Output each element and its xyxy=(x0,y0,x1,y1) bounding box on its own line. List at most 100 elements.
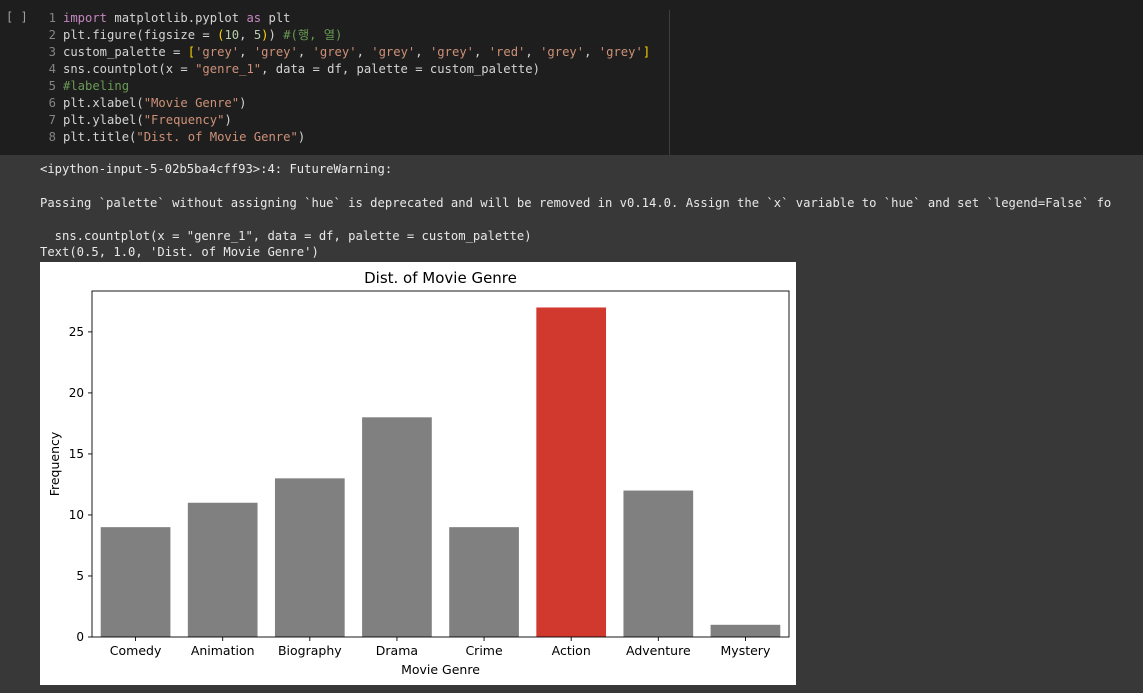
code-token: sns.countplot(x = xyxy=(63,62,196,76)
x-tick-label: Comedy xyxy=(110,643,162,658)
code-line: 8 plt.title("Dist. of Movie Genre") xyxy=(0,129,670,146)
code-token: #labeling xyxy=(63,79,130,93)
code-token: 'grey' xyxy=(253,45,298,59)
code-token: #(행, 열) xyxy=(283,28,343,42)
code-token: , xyxy=(525,45,541,59)
x-tick-label: Animation xyxy=(191,643,255,658)
bar-crime xyxy=(449,527,519,637)
y-tick-label: 20 xyxy=(69,386,84,400)
code-token: , xyxy=(584,45,599,59)
code-token: 'grey' xyxy=(598,45,643,59)
code-token: , xyxy=(297,45,313,59)
y-tick-label: 5 xyxy=(76,569,84,583)
warning-code: sns.countplot(x = "genre_1", data = df, … xyxy=(40,229,532,243)
code-token: "Frequency" xyxy=(143,113,225,127)
x-tick-label: Action xyxy=(552,643,591,658)
code-token: ) xyxy=(268,28,284,42)
code-token: 'grey' xyxy=(540,45,585,59)
code-token: 'grey' xyxy=(312,45,357,59)
x-tick-label: Crime xyxy=(465,643,503,658)
code-cell[interactable]: [ ] 1 import matplotlib.pyplot as plt 2 plt… xyxy=(0,0,1143,155)
text-repr: Text(0.5, 1.0, 'Dist. of Movie Genre') xyxy=(40,245,319,259)
code-token: [ xyxy=(187,45,196,59)
code-token: , xyxy=(474,45,489,59)
code-token: "genre_1" xyxy=(195,62,262,76)
line-number: 8 xyxy=(48,130,56,144)
code-line: 5 #labeling xyxy=(0,78,670,95)
code-text: custom_palette = ['grey', 'grey', 'grey'… xyxy=(63,44,650,61)
code-token: ) xyxy=(297,130,306,144)
code-token: "Movie Genre" xyxy=(143,96,240,110)
code-token: ) xyxy=(224,113,232,127)
y-tick-label: 10 xyxy=(69,508,84,522)
code-token: , data = df, palette = custom_palette) xyxy=(261,62,540,76)
code-token: plt.ylabel( xyxy=(63,113,144,127)
code-token: matplotlib.pyplot xyxy=(107,11,247,25)
y-axis-label: Frequency xyxy=(47,431,62,496)
warning-body: Passing `palette` without assigning `hue… xyxy=(40,196,1112,210)
code-token: , xyxy=(239,28,254,42)
bar-comedy xyxy=(100,527,171,637)
code-line: 4 sns.countplot(x = "genre_1", data = df,… xyxy=(0,61,670,78)
y-tick-label: 15 xyxy=(69,447,84,461)
code-token: 10 xyxy=(224,28,240,42)
code-token: plt.figure(figsize = xyxy=(63,28,218,42)
run-indicator[interactable]: [ ] xyxy=(6,10,28,24)
code-token: 'grey' xyxy=(195,45,240,59)
code-text: plt.figure(figsize = (10, 5)) #(행, 열) xyxy=(63,27,342,44)
bar-animation xyxy=(187,502,258,637)
y-tick-label: 25 xyxy=(69,325,84,339)
code-token: ) xyxy=(261,28,269,42)
code-token: custom_palette = xyxy=(63,45,188,59)
code-editor[interactable]: 1 import matplotlib.pyplot as plt 2 plt.fig… xyxy=(0,10,670,146)
line-number: 4 xyxy=(48,62,56,76)
line-number: 3 xyxy=(48,45,56,59)
chart-title: Dist. of Movie Genre xyxy=(364,269,517,287)
code-token: 'red' xyxy=(488,45,526,59)
line-number: 2 xyxy=(48,28,56,42)
bar-chart: Dist. of Movie Genre 0 5 10 15 20 25 Comedy Anim… xyxy=(47,269,790,677)
code-token: , xyxy=(356,45,372,59)
code-token: , xyxy=(415,45,430,59)
code-token: ] xyxy=(642,45,651,59)
code-token: ( xyxy=(217,28,225,42)
code-token: plt xyxy=(261,11,291,25)
code-line: 3 custom_palette = ['grey', 'grey', 'grey… xyxy=(0,44,670,61)
line-number: 7 xyxy=(48,113,56,127)
bar-drama xyxy=(362,417,432,637)
bar-biography xyxy=(274,478,345,637)
code-token: plt.title( xyxy=(63,130,137,144)
x-tick-label: Adventure xyxy=(626,643,691,658)
code-text: plt.xlabel("Movie Genre") xyxy=(63,95,246,112)
x-tick-label: Biography xyxy=(278,643,342,658)
code-token: 5 xyxy=(253,28,262,42)
code-token: import xyxy=(63,11,108,25)
code-text: plt.ylabel("Frequency") xyxy=(63,112,232,129)
x-axis-label: Movie Genre xyxy=(401,662,480,677)
code-token: 'grey' xyxy=(371,45,416,59)
line-number: 1 xyxy=(48,11,56,25)
code-line: 2 plt.figure(figsize = (10, 5)) #(행, 열) xyxy=(0,27,670,44)
code-token: as xyxy=(246,11,262,25)
code-text: import matplotlib.pyplot as plt xyxy=(63,10,291,27)
code-token: plt.xlabel( xyxy=(63,96,144,110)
code-line: 6 plt.xlabel("Movie Genre") xyxy=(0,95,670,112)
bar-action xyxy=(536,307,607,637)
y-tick-label: 0 xyxy=(76,630,84,644)
cell-output: <ipython-input-5-02b5ba4cff93>:4: Future… xyxy=(0,155,1143,693)
code-token: "Dist. of Movie Genre" xyxy=(136,130,298,144)
plot-frame xyxy=(91,290,790,638)
bar-adventure xyxy=(623,490,694,637)
code-token: 'grey' xyxy=(429,45,474,59)
warning-header: <ipython-input-5-02b5ba4cff93>:4: Future… xyxy=(40,162,393,176)
code-line: 1 import matplotlib.pyplot as plt xyxy=(0,10,670,27)
code-token: , xyxy=(239,45,254,59)
line-number: 5 xyxy=(48,79,56,93)
x-tick-label: Mystery xyxy=(721,643,771,658)
chart-image: Dist. of Movie Genre 0 5 10 15 20 25 Comedy Anim… xyxy=(40,262,796,685)
line-number: 6 xyxy=(48,96,56,110)
editor-ruler xyxy=(669,10,670,155)
code-token: ) xyxy=(239,96,247,110)
code-text: sns.countplot(x = "genre_1", data = df, … xyxy=(63,61,540,78)
code-text: #labeling xyxy=(63,78,129,95)
